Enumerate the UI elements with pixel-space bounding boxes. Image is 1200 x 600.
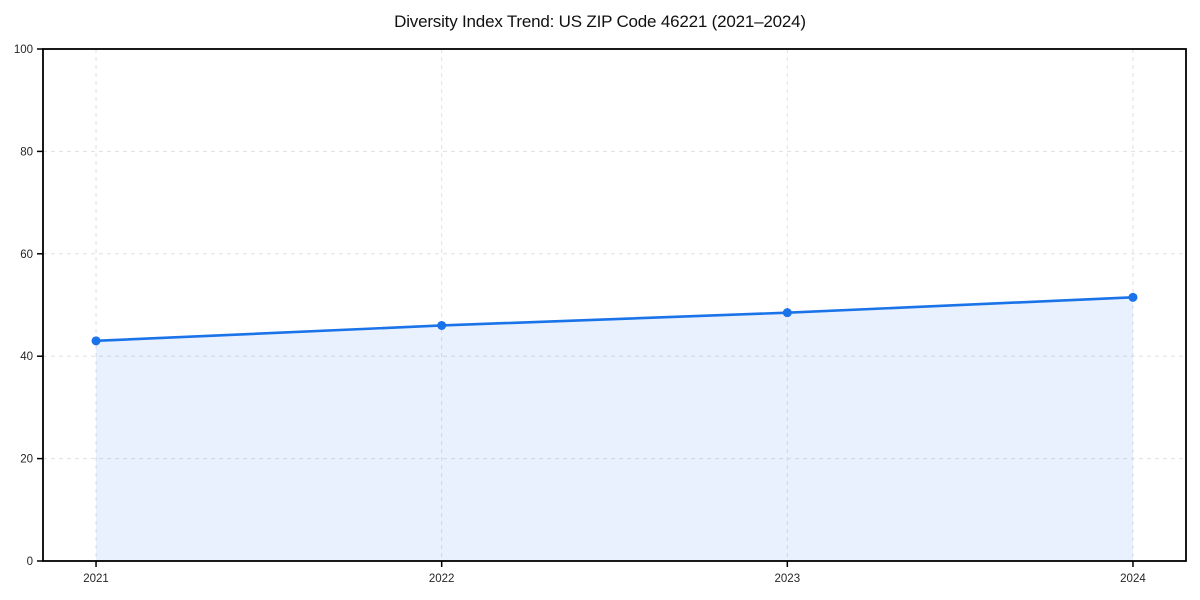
area-fill	[96, 297, 1133, 561]
y-tick-label: 0	[27, 556, 33, 568]
data-point	[1128, 292, 1138, 302]
y-tick-label: 40	[20, 351, 33, 363]
trend-line	[94, 296, 1135, 343]
x-tick-label: 2023	[775, 573, 801, 585]
x-tick-label: 2022	[429, 573, 455, 585]
y-tick-label: 60	[20, 249, 33, 261]
y-tick-label: 20	[20, 454, 33, 466]
data-point	[91, 336, 101, 346]
x-tick-label: 2024	[1120, 573, 1146, 585]
y-tick-label: 100	[14, 44, 33, 56]
y-tick-label: 80	[20, 146, 33, 158]
data-point	[782, 308, 792, 318]
data-point	[437, 320, 447, 330]
chart-title: Diversity Index Trend: US ZIP Code 46221…	[394, 12, 806, 31]
x-tick-label: 2021	[83, 573, 109, 585]
plot-border	[42, 48, 1187, 562]
